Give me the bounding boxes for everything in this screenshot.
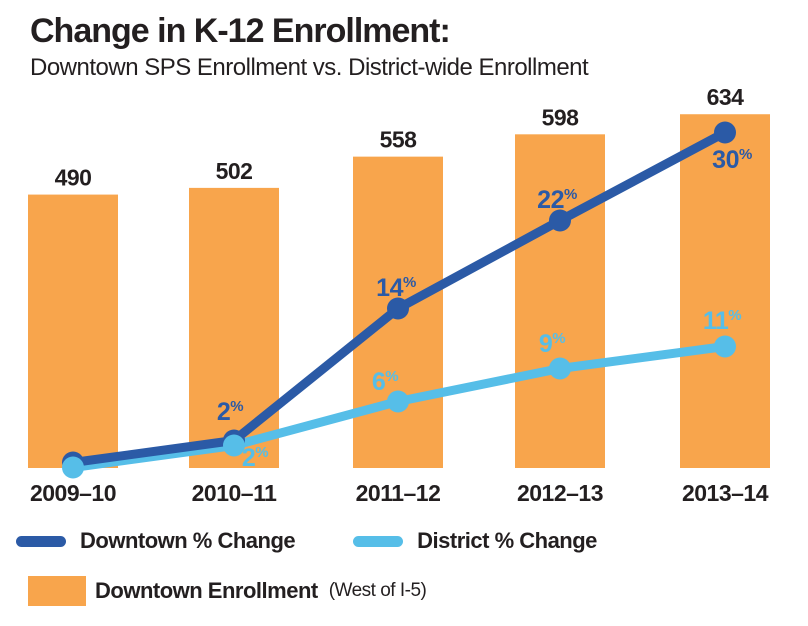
downtown-point-2012–13 [549, 209, 571, 232]
bar-value-label: 490 [55, 165, 92, 191]
enrollment-bar-swatch-icon [28, 576, 86, 606]
page-title: Change in K-12 Enrollment: [30, 12, 451, 50]
downtown-pct-label-2010–11: 2% [217, 398, 243, 426]
downtown-pct-label-2011–12: 14% [376, 274, 416, 302]
district-point-2009–10 [62, 456, 84, 479]
bar-value-label: 558 [380, 127, 418, 153]
bar-2010–11 [189, 187, 279, 468]
legend-label-downtown-pct: Downtown % Change [80, 528, 296, 553]
downtown-line-swatch-icon [16, 535, 66, 547]
x-axis-label: 2010–11 [192, 480, 277, 506]
legend-item-district-pct: District % Change [353, 528, 597, 554]
district-pct-label-2013–14: 11% [703, 307, 741, 335]
district-point-2010–11 [223, 434, 245, 457]
downtown-point-2011–12 [387, 297, 409, 320]
legend-label-district-pct: District % Change [417, 528, 597, 553]
bar-value-label: 502 [216, 158, 253, 184]
legend-label-downtown-enrollment: Downtown Enrollment [95, 578, 318, 603]
downtown-pct-label-2012–13: 22% [537, 186, 577, 214]
downtown-pct-label-2013–14: 30% [712, 146, 752, 174]
district-line-swatch-icon [353, 535, 404, 547]
downtown-point-2013–14 [714, 121, 736, 144]
district-pct-label-2010–11: 2% [242, 444, 268, 472]
x-axis-label: 2009–10 [30, 480, 116, 506]
district-point-2011–12 [387, 390, 409, 413]
x-axis-label: 2013–14 [682, 480, 769, 506]
district-pct-label-2012–13: 9% [539, 330, 565, 358]
bar-2012–13 [515, 134, 605, 469]
district-pct-label-2011–12: 6% [372, 368, 398, 396]
bar-2013–14 [680, 114, 770, 468]
legend-label-west-of-i5: (West of I-5) [328, 580, 427, 601]
bar-value-label: 634 [707, 84, 745, 110]
district-point-2013–14 [714, 335, 736, 358]
x-axis-label: 2012–13 [517, 480, 603, 506]
legend-line-series: Downtown % Change District % Change [16, 528, 597, 554]
legend-bar-series: Downtown Enrollment (West of I-5) [28, 576, 427, 606]
district-point-2012–13 [549, 357, 571, 380]
legend-item-downtown-pct: Downtown % Change [16, 528, 296, 554]
page-subtitle: Downtown SPS Enrollment vs. District-wid… [30, 54, 589, 81]
x-axis-label: 2011–12 [356, 480, 441, 506]
bar-2009–10 [28, 194, 118, 468]
bar-value-label: 598 [542, 104, 580, 130]
